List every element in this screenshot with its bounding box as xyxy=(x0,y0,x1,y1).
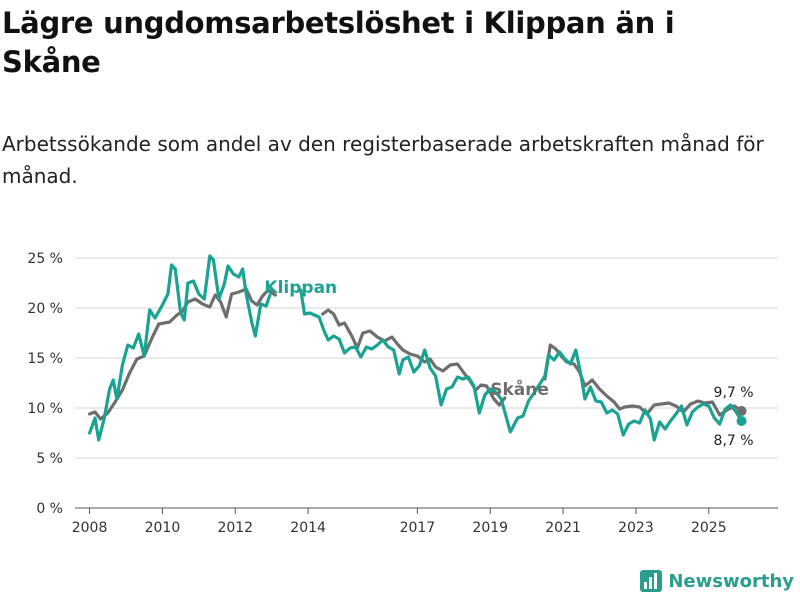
y-tick-label: 25 % xyxy=(27,251,63,267)
end-point-klippan xyxy=(736,416,747,426)
end-value-skane: 9,7 % xyxy=(714,385,754,401)
axes: 0 % 5 % 10 % 15 % 20 % 25 % 2008 2010 2012 2014 20… xyxy=(27,251,778,536)
y-tick-label: 5 % xyxy=(36,451,63,467)
y-tick-label: 15 % xyxy=(27,351,63,367)
series-line-skane xyxy=(543,343,744,417)
series-line-skane xyxy=(88,287,277,421)
x-tick-label: 2019 xyxy=(472,520,508,536)
series-line-skane xyxy=(321,308,507,407)
newsworthy-chart-icon xyxy=(640,570,663,592)
chart-title: Lägre ungdomsarbetslöshet i Klippan än i… xyxy=(2,6,675,79)
x-tick-label: 2014 xyxy=(290,520,326,536)
end-point-skane xyxy=(736,406,747,416)
x-tick-label: 2025 xyxy=(691,520,727,536)
labels: Klippan Skåne 9,7 % 8,7 % xyxy=(264,278,753,449)
grid-lines xyxy=(75,257,778,509)
x-tick-label: 2010 xyxy=(145,520,181,536)
x-tick-label: 2008 xyxy=(72,520,108,536)
brand-name: Newsworthy xyxy=(668,570,794,592)
x-tick-label: 2021 xyxy=(545,520,581,536)
y-tick-label: 20 % xyxy=(27,301,63,317)
y-tick-label: 0 % xyxy=(36,501,63,517)
x-tick-label: 2017 xyxy=(400,520,436,536)
y-tick-label: 10 % xyxy=(27,401,63,417)
chart-subtitle: Arbetssökande som andel av den registerb… xyxy=(2,132,764,188)
end-value-klippan: 8,7 % xyxy=(714,433,754,449)
brand-logo: Newsworthy xyxy=(640,570,794,592)
series-line-klippan xyxy=(299,288,744,442)
series-label-klippan: Klippan xyxy=(264,278,337,298)
series xyxy=(88,254,747,442)
series-line-klippan xyxy=(88,254,272,442)
series-label-skane: Skåne xyxy=(490,378,549,400)
x-tick-label: 2023 xyxy=(618,520,654,536)
x-tick-label: 2012 xyxy=(217,520,253,536)
